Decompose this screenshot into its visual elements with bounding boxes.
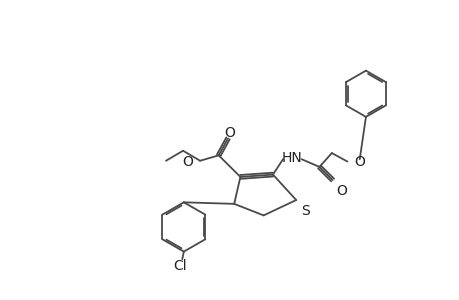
Text: O: O <box>182 154 193 169</box>
Text: O: O <box>353 154 364 169</box>
Text: Cl: Cl <box>173 259 186 273</box>
Text: O: O <box>336 184 347 198</box>
Text: O: O <box>224 126 235 140</box>
Text: S: S <box>301 204 310 218</box>
Text: HN: HN <box>281 152 302 165</box>
